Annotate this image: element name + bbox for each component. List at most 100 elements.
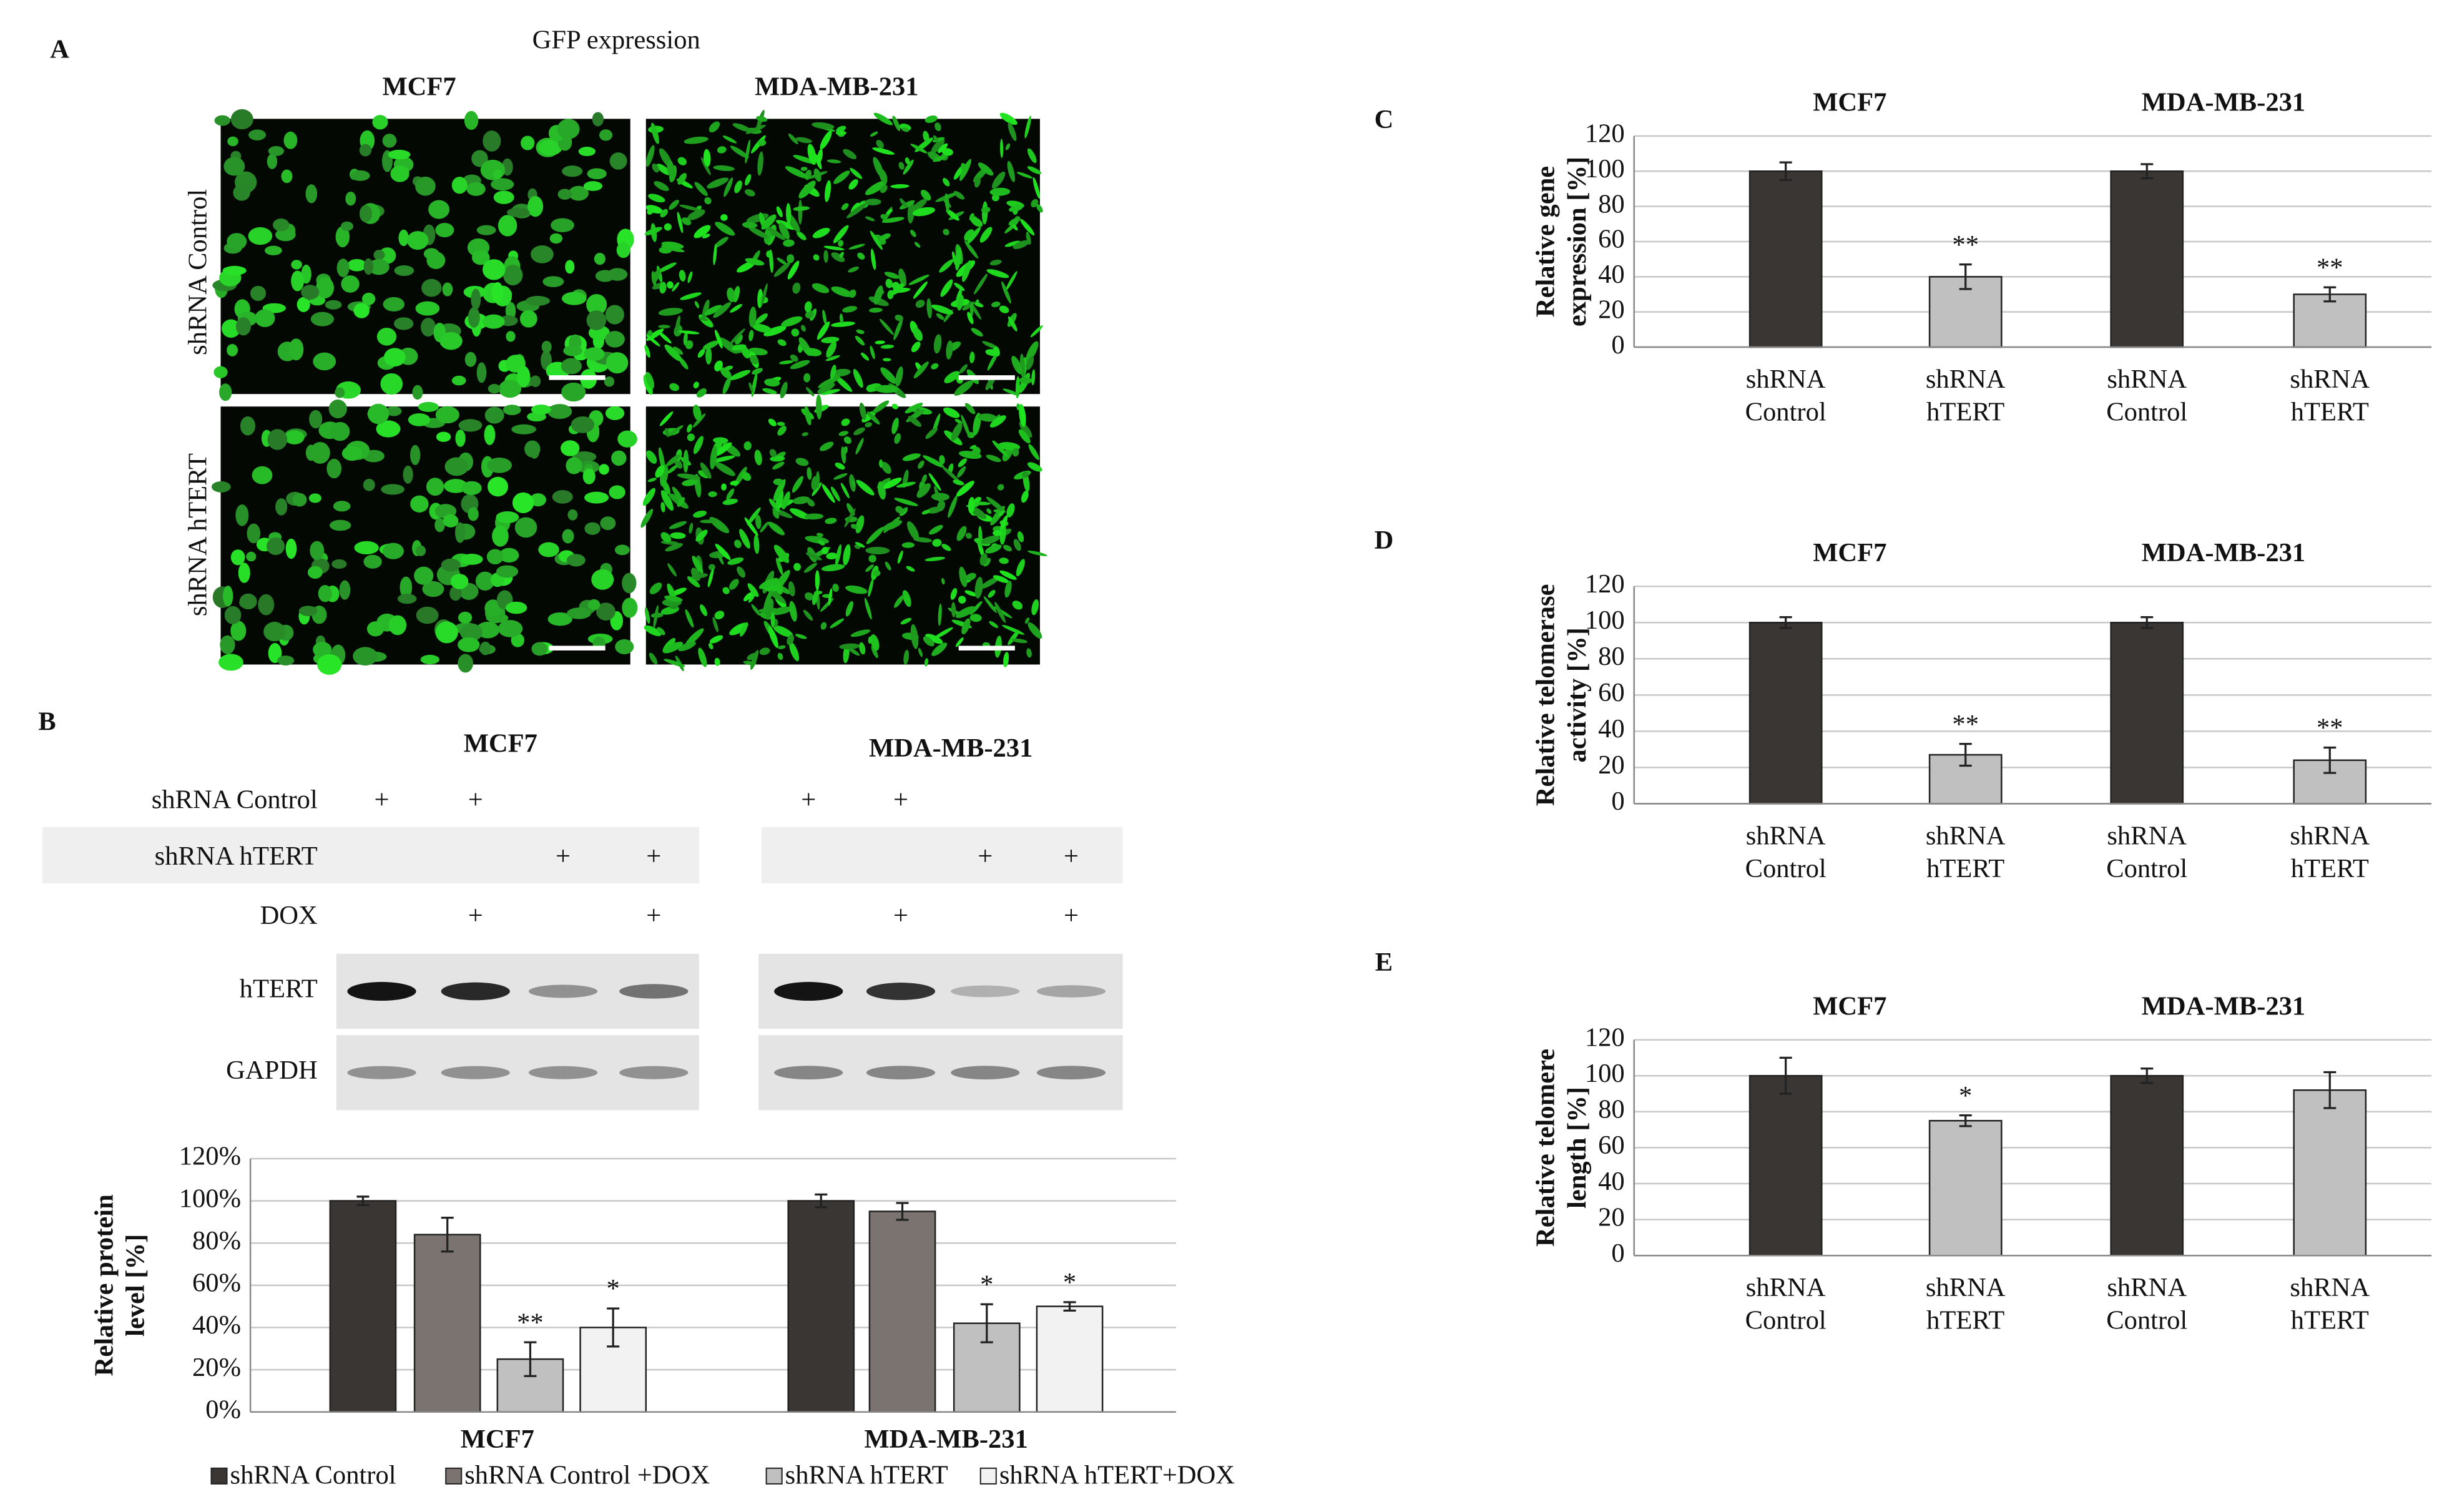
cell: [981, 535, 1000, 544]
cell: [875, 385, 899, 393]
cell: [865, 180, 887, 195]
cell: [751, 604, 760, 616]
cell: [967, 227, 981, 244]
cell: [766, 226, 786, 240]
x-tick-label: hTERT: [2291, 854, 2369, 883]
cell: [821, 564, 845, 572]
bar: [1036, 1305, 1104, 1413]
bar: [1928, 1119, 2003, 1257]
cell: [726, 488, 735, 500]
cell: [832, 368, 851, 376]
cell: [223, 586, 233, 607]
significance: *: [1959, 1081, 1972, 1111]
cell: [730, 145, 749, 159]
cell: [609, 485, 625, 499]
cell: [700, 462, 712, 479]
cell: [943, 178, 950, 187]
x-tick-label: shRNA: [2107, 821, 2187, 850]
cell: [669, 383, 679, 391]
x-tick-label: MDA-MB-231: [864, 1425, 1027, 1454]
cell: [934, 122, 941, 132]
cell: [677, 212, 684, 233]
cell: [831, 322, 855, 327]
cell: [552, 490, 573, 504]
cell: [684, 136, 709, 144]
cell: [561, 292, 587, 305]
cell: [248, 129, 267, 140]
cell: [825, 518, 837, 524]
band: [951, 985, 1020, 998]
cell: [383, 348, 406, 367]
cell: [739, 529, 750, 549]
cell: [435, 406, 459, 424]
band: [347, 1066, 416, 1079]
cell: [868, 636, 872, 644]
cell: [850, 524, 858, 529]
cell: [703, 149, 711, 167]
cell: [325, 300, 342, 310]
cell: [709, 121, 720, 133]
y-tick-label: 80: [1598, 1095, 1625, 1124]
cell: [498, 380, 522, 398]
cell: [677, 473, 701, 480]
panel-label: B: [38, 707, 56, 736]
cell: [999, 557, 1009, 564]
cell: [807, 144, 817, 165]
cell: [846, 203, 867, 218]
cell: [353, 647, 378, 666]
significance: *: [607, 1274, 620, 1303]
x-tick-label: shRNA: [2107, 1273, 2187, 1302]
cell: [524, 440, 541, 458]
cell: [677, 497, 685, 507]
y-tick-label: 100%: [179, 1184, 241, 1213]
cell: [944, 193, 949, 212]
cell: [813, 168, 821, 182]
cell: [434, 518, 445, 533]
cell: [475, 571, 495, 591]
cell: [617, 430, 637, 448]
cell: [498, 215, 517, 237]
cell: [804, 513, 824, 520]
cell: [220, 635, 235, 654]
cell: [514, 517, 537, 538]
cell: [599, 129, 613, 141]
cell: [694, 225, 711, 238]
cell: [248, 227, 273, 245]
cell: [926, 298, 932, 319]
cell: [669, 605, 679, 609]
cell: [275, 498, 288, 516]
cell: [923, 636, 934, 647]
cell: [454, 522, 466, 543]
cell: [700, 519, 718, 524]
error-bar: [896, 1202, 909, 1221]
cell: [531, 642, 548, 656]
cell: [850, 167, 863, 179]
cell: [255, 309, 275, 327]
error-bar: [2323, 1071, 2337, 1109]
cell: [310, 541, 325, 561]
cell: [410, 495, 429, 513]
cell: [310, 441, 330, 464]
cell: [979, 553, 988, 566]
cell: [1003, 544, 1012, 552]
cell: [498, 620, 523, 637]
condition-label: DOX: [260, 901, 318, 930]
cell: [911, 341, 921, 353]
cell: [798, 180, 816, 199]
cell: [763, 325, 787, 336]
cell: [931, 139, 945, 154]
cell: [1005, 271, 1018, 291]
cell: [439, 332, 463, 350]
significance: **: [1952, 710, 1979, 739]
band: [774, 1066, 843, 1080]
cell: [992, 171, 1006, 189]
cell: [1019, 404, 1026, 428]
cell: [951, 602, 956, 618]
cell: [872, 147, 895, 155]
cell: [914, 242, 921, 248]
cell: [458, 611, 473, 624]
legend-label: shRNA Control: [230, 1461, 396, 1490]
cell: [604, 376, 615, 387]
cell: [845, 585, 868, 594]
cell: [831, 286, 853, 297]
